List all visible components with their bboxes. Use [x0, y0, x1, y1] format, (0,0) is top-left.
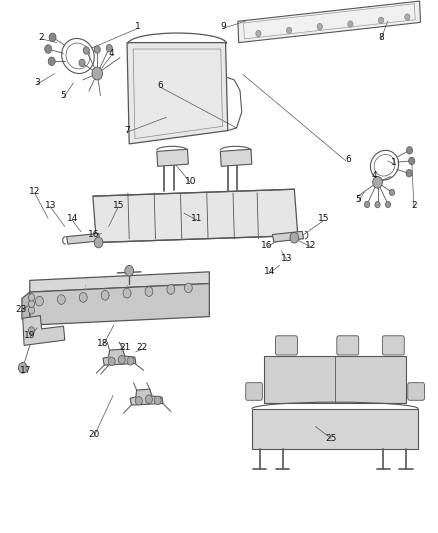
Circle shape — [406, 147, 413, 154]
FancyBboxPatch shape — [382, 336, 404, 355]
Circle shape — [123, 288, 131, 298]
Text: 18: 18 — [97, 340, 109, 348]
Circle shape — [125, 265, 134, 276]
Circle shape — [18, 362, 27, 373]
Circle shape — [79, 59, 85, 67]
Circle shape — [49, 33, 56, 42]
Text: 17: 17 — [20, 366, 31, 375]
Circle shape — [378, 17, 384, 23]
Text: 13: 13 — [281, 254, 293, 263]
Polygon shape — [238, 1, 420, 43]
FancyBboxPatch shape — [276, 336, 297, 355]
Text: 6: 6 — [157, 81, 163, 90]
Circle shape — [373, 176, 382, 188]
Polygon shape — [30, 284, 209, 325]
FancyBboxPatch shape — [408, 383, 424, 400]
Polygon shape — [93, 189, 298, 243]
Text: 22: 22 — [137, 343, 148, 352]
Text: 16: 16 — [88, 230, 100, 239]
Circle shape — [145, 287, 153, 296]
Circle shape — [364, 201, 370, 208]
Circle shape — [83, 47, 89, 54]
Circle shape — [135, 397, 142, 405]
Polygon shape — [220, 149, 252, 166]
Text: 5: 5 — [60, 92, 67, 100]
Circle shape — [101, 290, 109, 300]
Circle shape — [184, 283, 192, 293]
Text: 4: 4 — [372, 172, 377, 180]
Circle shape — [79, 293, 87, 302]
Polygon shape — [22, 292, 30, 325]
Circle shape — [35, 296, 43, 306]
Polygon shape — [264, 356, 406, 403]
Circle shape — [406, 169, 412, 177]
Text: 14: 14 — [264, 268, 275, 276]
Circle shape — [256, 30, 261, 37]
Text: 10: 10 — [185, 177, 196, 185]
Text: 25: 25 — [325, 434, 336, 442]
Text: 13: 13 — [45, 201, 56, 209]
Text: 1: 1 — [391, 158, 397, 167]
Circle shape — [317, 23, 322, 30]
Circle shape — [286, 27, 292, 34]
Circle shape — [28, 294, 35, 301]
Circle shape — [127, 357, 134, 365]
Circle shape — [28, 306, 35, 314]
Polygon shape — [272, 231, 304, 242]
Circle shape — [94, 46, 100, 53]
Polygon shape — [67, 233, 100, 244]
Text: 5: 5 — [355, 196, 361, 204]
FancyBboxPatch shape — [246, 383, 262, 400]
Text: 4: 4 — [109, 49, 114, 58]
Text: 3: 3 — [34, 78, 40, 87]
Text: 12: 12 — [29, 188, 41, 196]
Circle shape — [106, 44, 112, 52]
Text: 8: 8 — [378, 33, 384, 42]
Text: 6: 6 — [345, 156, 351, 164]
Circle shape — [375, 201, 380, 208]
Circle shape — [28, 300, 35, 308]
Circle shape — [118, 356, 125, 364]
Polygon shape — [127, 43, 228, 144]
Text: 12: 12 — [305, 241, 317, 249]
FancyBboxPatch shape — [337, 336, 359, 355]
Circle shape — [108, 357, 115, 366]
Circle shape — [145, 395, 152, 403]
Circle shape — [45, 45, 52, 53]
Text: 2: 2 — [411, 201, 417, 209]
Text: 9: 9 — [220, 22, 226, 31]
Circle shape — [385, 201, 391, 208]
Circle shape — [167, 285, 175, 294]
Circle shape — [348, 21, 353, 27]
Circle shape — [405, 14, 410, 20]
Polygon shape — [252, 409, 418, 449]
Circle shape — [154, 396, 161, 405]
Circle shape — [409, 157, 415, 165]
Circle shape — [290, 232, 299, 243]
Polygon shape — [103, 349, 136, 365]
Text: 1: 1 — [135, 22, 141, 31]
Polygon shape — [23, 316, 65, 345]
Circle shape — [28, 327, 35, 334]
Text: 20: 20 — [88, 430, 100, 439]
Text: 19: 19 — [24, 332, 35, 340]
Text: 11: 11 — [191, 214, 203, 223]
Text: 15: 15 — [113, 201, 124, 209]
Text: 14: 14 — [67, 214, 78, 223]
Polygon shape — [30, 272, 209, 292]
Text: 16: 16 — [261, 241, 273, 249]
Text: 15: 15 — [318, 214, 330, 223]
Circle shape — [48, 57, 55, 66]
Circle shape — [389, 189, 395, 196]
Polygon shape — [130, 389, 163, 405]
Polygon shape — [157, 149, 188, 166]
Circle shape — [94, 237, 103, 248]
Circle shape — [92, 67, 102, 80]
Text: 7: 7 — [124, 126, 130, 135]
Text: 21: 21 — [119, 343, 131, 352]
Text: 2: 2 — [39, 33, 44, 42]
Circle shape — [57, 295, 65, 304]
Text: 23: 23 — [15, 305, 27, 313]
